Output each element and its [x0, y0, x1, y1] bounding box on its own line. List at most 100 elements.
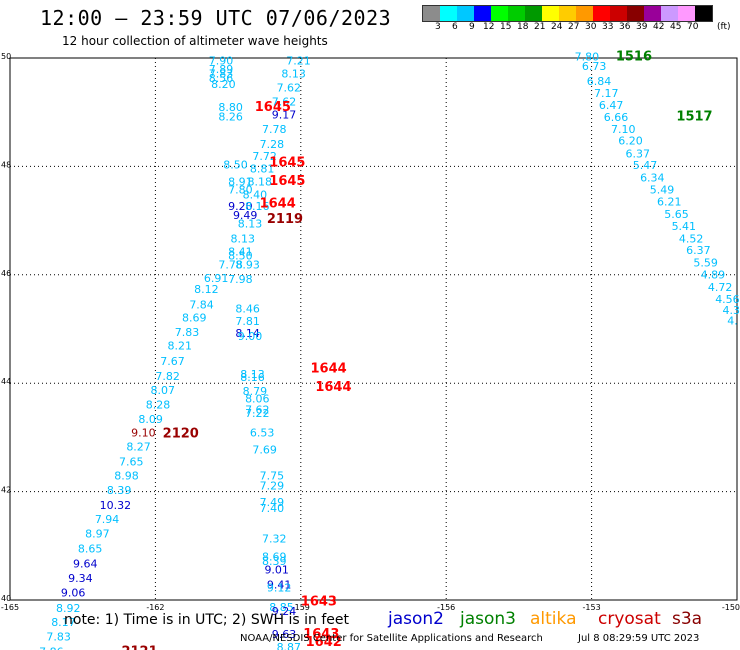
color-scale-cell	[559, 6, 576, 21]
wave-height-label: 8.26	[218, 110, 243, 123]
wave-height-label: 8.18	[247, 175, 272, 188]
wave-height-label: 9.20	[228, 200, 253, 213]
wave-height-label: 7.75	[260, 470, 285, 483]
lon-tick-label: -153	[583, 603, 601, 612]
wave-height-label: 7.86	[39, 645, 64, 650]
wave-height-label: 9.63	[272, 628, 297, 641]
wave-height-label: 8.92	[56, 602, 81, 615]
color-scale-label: 36	[619, 22, 631, 32]
wave-height-label: 9.34	[68, 572, 93, 585]
wave-height-label: 6.37	[626, 148, 651, 161]
color-scale-label: 15	[500, 22, 512, 32]
wave-height-label: 6.34	[640, 172, 665, 185]
wave-height-label: 8.13	[231, 232, 256, 245]
wave-height-label: 7.82	[155, 370, 180, 383]
pass-time-label: 1645	[269, 174, 305, 189]
wave-height-label: 7.62	[272, 96, 297, 109]
footer-note: note: 1) Time is in UTC; 2) SWH is in fe…	[64, 612, 350, 628]
color-scale-cell	[508, 6, 525, 21]
pass-time-label: 1644	[260, 197, 296, 212]
wave-height-label: 8.09	[138, 413, 163, 426]
wave-height-label: 7.28	[260, 138, 285, 151]
wave-height-label: 7.21	[286, 55, 311, 68]
color-scale-cell	[661, 6, 678, 21]
wave-height-label: 9.24	[272, 605, 297, 618]
wave-height-label: 8.06	[245, 393, 270, 406]
satellite-legend-jason3: jason3	[460, 609, 516, 629]
color-scale-label: 42	[653, 22, 665, 32]
wave-height-label: 8.97	[85, 528, 110, 541]
wave-height-label: 9.41	[267, 579, 292, 592]
lon-tick-label: -159	[292, 603, 310, 612]
wave-height-label: 6.47	[599, 99, 624, 112]
wave-height-label: 8.93	[235, 258, 260, 271]
lon-tick-label: -162	[146, 603, 164, 612]
wave-height-label: 8.13	[281, 68, 306, 81]
color-scale-cell	[610, 6, 627, 21]
wave-height-label: 8.79	[243, 385, 268, 398]
wave-height-label: 7.10	[611, 123, 636, 136]
satellite-legend-s3a: s3a	[672, 609, 703, 629]
color-scale-cell	[440, 6, 457, 21]
color-scale-cell	[627, 6, 644, 21]
wave-height-label: 8.27	[126, 440, 151, 453]
wave-height-label: 8.69	[262, 550, 287, 563]
wave-height-label: 8.12	[194, 283, 219, 296]
map-subtitle: 12 hour collection of altimeter wave hei…	[62, 34, 328, 48]
lon-tick-label: -150	[722, 603, 740, 612]
color-scale-label: 3	[435, 22, 441, 32]
color-scale-cell	[644, 6, 661, 21]
wave-height-label: 6.66	[604, 111, 629, 124]
footer-credit: NOAA/NESDIS Center for Satellite Applica…	[240, 633, 543, 644]
wave-height-labels: 7.907.897.838.568.207.218.137.627.628.80…	[39, 51, 740, 650]
color-scale-label: 12	[483, 22, 495, 32]
wave-height-label: 7.72	[252, 150, 276, 163]
wave-height-label: 8.17	[51, 616, 76, 629]
wave-height-label: 8.07	[151, 384, 176, 397]
wave-height-label: 7.32	[262, 533, 287, 546]
lat-tick-label: 46	[1, 269, 11, 278]
wave-height-label: 9.06	[61, 587, 86, 600]
wave-height-label: 4.56	[715, 293, 740, 306]
wave-height-label: 8.85	[269, 601, 294, 614]
wave-height-label: 7.89	[209, 63, 234, 76]
wave-height-label: 8.80	[218, 101, 243, 114]
wave-height-label: 7.49	[260, 496, 285, 509]
wave-height-label: 6.91	[204, 272, 229, 285]
pass-time-label: 1643	[301, 594, 337, 609]
color-scale-cell	[695, 6, 712, 21]
wave-height-label: 4.	[727, 315, 738, 328]
pass-time-label: 2121	[121, 644, 157, 650]
color-scale-cell	[491, 6, 508, 21]
color-scale-cell	[423, 6, 440, 21]
color-scale-label: 27	[568, 22, 580, 32]
pass-time-label: 1642	[306, 635, 342, 650]
wave-height-label: 10.32	[100, 499, 132, 512]
color-scale-cell	[525, 6, 542, 21]
map-frame	[9, 57, 738, 601]
wave-height-label: 5.59	[693, 257, 718, 270]
color-scale-cell	[593, 6, 610, 21]
color-scale-label: 6	[452, 22, 458, 32]
lat-tick-label: 50	[1, 52, 11, 61]
wave-height-label: 8.50	[223, 159, 248, 172]
pass-time-label: 1644	[315, 380, 351, 395]
pass-time-label: 1643	[303, 627, 339, 642]
wave-height-label: 7.98	[228, 273, 253, 286]
wave-height-label: 7.80	[228, 184, 253, 197]
satellite-legend-altika: altika	[530, 609, 577, 629]
color-scale-cell	[576, 6, 593, 21]
color-scale-cell	[457, 6, 474, 21]
wave-height-label: 7.65	[119, 456, 144, 469]
lat-tick-label: 44	[1, 377, 11, 386]
color-scale-label: 21	[534, 22, 546, 32]
wave-height-label: 7.81	[235, 315, 260, 328]
wave-height-label: 4.52	[679, 232, 704, 245]
wave-height-label: 8.28	[146, 399, 171, 412]
wave-height-label: 7.84	[189, 298, 214, 311]
wave-height-label: 8.41	[228, 245, 253, 258]
color-scale-label: 33	[602, 22, 614, 32]
color-scale-cell	[678, 6, 695, 21]
wave-height-label: 5.47	[633, 159, 658, 172]
lon-tick-label: -156	[437, 603, 455, 612]
